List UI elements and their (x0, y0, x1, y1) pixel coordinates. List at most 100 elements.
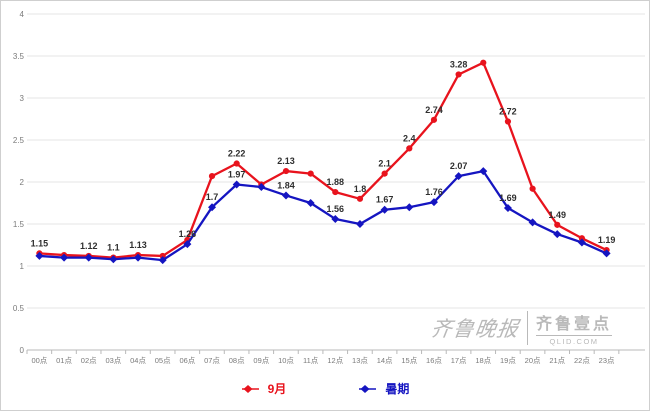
data-point (602, 249, 611, 258)
data-point (455, 71, 462, 78)
data-point (381, 170, 388, 177)
data-point (183, 240, 192, 249)
x-tick-label: 18点 (475, 356, 491, 365)
data-point (307, 170, 314, 177)
data-label: 3.28 (450, 59, 468, 69)
data-label: 2.07 (450, 161, 468, 171)
y-tick-label: 1 (20, 262, 25, 271)
data-point (578, 235, 586, 242)
data-label: 1.56 (327, 204, 345, 214)
x-tick-label: 08点 (229, 356, 245, 365)
data-label: 1.15 (31, 238, 49, 248)
legend-item-summer: 暑期 (358, 380, 409, 397)
data-label: 2.74 (425, 105, 443, 115)
x-tick-label: 19点 (500, 356, 516, 365)
y-tick-label: 0 (20, 346, 25, 355)
data-label: 2.1 (378, 159, 391, 169)
y-tick-label: 2.5 (13, 136, 25, 145)
data-point (406, 145, 413, 152)
x-tick-label: 22点 (574, 356, 590, 365)
x-tick-label: 21点 (549, 356, 565, 365)
data-label: 1.19 (598, 235, 616, 245)
data-point (529, 185, 536, 192)
x-tick-label: 11点 (303, 356, 319, 365)
y-tick-label: 4 (20, 10, 25, 19)
legend-marker-september-icon (241, 384, 259, 393)
data-label: 1.12 (80, 241, 98, 251)
x-tick-label: 17点 (451, 356, 467, 365)
x-tick-label: 13点 (352, 356, 368, 365)
data-label: 1.49 (548, 210, 566, 220)
data-label: 2.4 (403, 133, 416, 143)
data-point (84, 253, 93, 262)
data-point (233, 160, 240, 167)
x-tick-label: 15点 (401, 356, 417, 365)
x-tick-label: 05点 (155, 356, 171, 365)
data-point (208, 173, 216, 180)
data-point (504, 118, 512, 125)
y-tick-label: 2 (20, 178, 25, 187)
data-point (479, 167, 488, 176)
x-tick-label: 02点 (81, 356, 97, 365)
data-point (282, 191, 290, 200)
y-tick-label: 1.5 (13, 220, 25, 229)
data-point (577, 238, 586, 247)
data-label: 1.13 (129, 240, 147, 250)
data-label: 1.1 (107, 243, 120, 253)
data-point (554, 221, 561, 228)
data-point (134, 253, 143, 262)
series-line-0 (39, 61, 608, 259)
data-point (109, 255, 118, 264)
data-point (429, 198, 438, 207)
data-point (35, 251, 44, 260)
data-point (332, 188, 339, 196)
data-point (282, 167, 290, 175)
data-label: 1.26 (179, 229, 197, 239)
data-point (158, 256, 167, 265)
data-point (454, 172, 463, 181)
x-tick-label: 06点 (179, 356, 195, 365)
y-tick-label: 0.5 (13, 304, 25, 313)
x-tick-label: 03点 (105, 356, 121, 365)
y-tick-label: 3.5 (13, 52, 25, 61)
data-point (528, 218, 537, 227)
data-point (306, 199, 315, 207)
data-point (208, 203, 217, 212)
data-point (356, 195, 364, 202)
data-label: 1.8 (354, 184, 367, 194)
data-label: 1.97 (228, 170, 246, 180)
data-label: 2.13 (277, 156, 295, 166)
data-point (232, 180, 241, 189)
x-tick-label: 16点 (426, 356, 442, 365)
data-label: 1.88 (327, 177, 345, 187)
data-label: 1.76 (425, 187, 443, 197)
x-tick-label: 23点 (599, 356, 615, 365)
x-tick-label: 09点 (253, 356, 269, 365)
legend-marker-summer-icon (359, 384, 377, 393)
data-point (380, 205, 389, 214)
data-label: 1.84 (277, 180, 295, 190)
y-tick-label: 3 (20, 94, 25, 103)
data-point (257, 183, 266, 192)
data-point (159, 252, 166, 260)
data-point (553, 230, 562, 239)
x-tick-label: 20点 (525, 356, 541, 365)
data-point (503, 204, 512, 213)
legend-label-summer: 暑期 (385, 382, 410, 396)
data-point (331, 214, 340, 223)
data-point (480, 59, 487, 66)
x-tick-label: 07点 (204, 356, 220, 365)
data-point (60, 253, 69, 262)
data-point (355, 220, 364, 228)
x-tick-label: 00点 (31, 356, 47, 365)
data-point (430, 116, 438, 123)
data-label: 2.22 (228, 149, 246, 159)
data-label: 1.67 (376, 195, 394, 205)
data-point (405, 203, 414, 212)
legend-item-september: 9月 (241, 380, 286, 397)
x-tick-label: 01点 (56, 356, 72, 365)
x-tick-label: 10点 (278, 356, 294, 365)
data-label: 1.69 (499, 193, 517, 203)
x-tick-label: 04点 (130, 356, 146, 365)
